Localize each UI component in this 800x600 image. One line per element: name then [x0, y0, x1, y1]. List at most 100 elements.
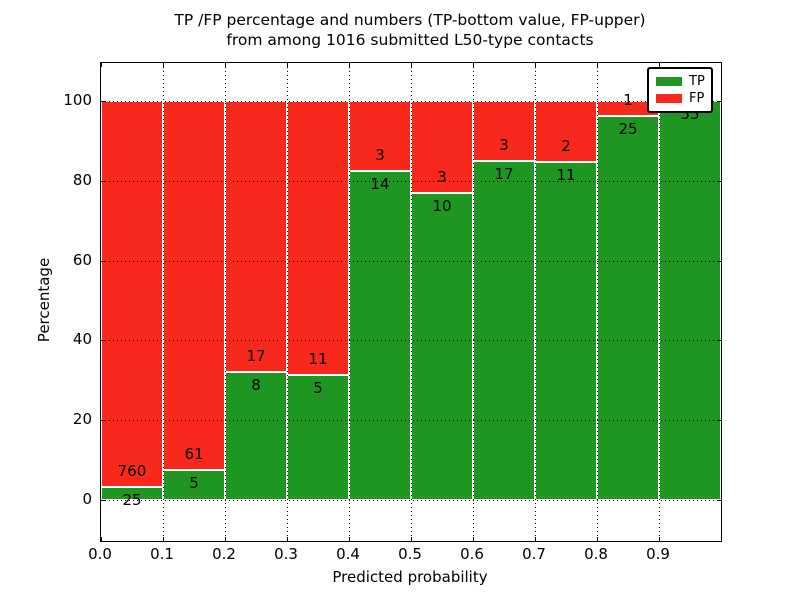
bar-tp-segment [349, 171, 411, 500]
y-tick-mark [717, 260, 721, 262]
x-tick-label: 0.9 [646, 545, 670, 563]
vertical-gridline [410, 63, 412, 541]
x-tick-label: 0.5 [398, 545, 422, 563]
y-tick-mark [101, 340, 105, 342]
legend-swatch-fp [656, 94, 682, 103]
x-tick-mark [410, 537, 412, 541]
legend-item: TP [649, 75, 711, 88]
x-tick-mark [162, 63, 164, 67]
plot-area: 760 25 61 5 17 8 11 5 3 14 3 10 3 17 2 11 1 25 55 TP FP [100, 62, 722, 542]
fp-count-label: 3 [499, 135, 509, 154]
tp-count-label: 10 [432, 197, 452, 216]
y-axis-label: Percentage [35, 257, 53, 343]
tp-count-label: 17 [494, 164, 514, 183]
vertical-gridline [224, 63, 226, 541]
y-tick-label: 20 [72, 410, 92, 429]
tp-count-label: 8 [251, 376, 261, 395]
x-tick-mark [410, 63, 412, 67]
bar-tp-segment [473, 160, 535, 500]
tp-count-label: 5 [189, 473, 199, 492]
legend-label: FP [689, 91, 705, 106]
chart-title-line2: from among 1016 submitted L50-type conta… [226, 31, 594, 49]
fp-count-label: 760 [117, 462, 147, 481]
fp-count-label: 2 [561, 137, 571, 156]
y-tick-mark [717, 340, 721, 342]
bar-fp-segment [101, 101, 163, 488]
bar-tp-segment [163, 469, 225, 500]
bar-fp-segment [349, 101, 411, 172]
bar-tp-segment [597, 116, 659, 500]
bar-tp-segment [411, 193, 473, 500]
x-tick-mark [286, 63, 288, 67]
y-tick-mark [717, 420, 721, 422]
x-tick-label: 0.2 [212, 545, 236, 563]
bar-fp-segment [225, 101, 287, 373]
legend-label: TP [689, 74, 705, 89]
x-tick-mark [162, 537, 164, 541]
legend-swatch-tp [656, 77, 682, 86]
x-tick-mark [472, 537, 474, 541]
x-tick-mark [534, 63, 536, 67]
x-tick-mark [286, 537, 288, 541]
horizontal-gridline [101, 101, 721, 102]
bar-tp-segment [535, 162, 597, 500]
vertical-gridline [162, 63, 164, 541]
vertical-gridline [658, 63, 660, 541]
bar-fp-segment [163, 101, 225, 470]
x-tick-label: 0.3 [274, 545, 298, 563]
x-tick-label: 0.1 [150, 545, 174, 563]
bar-fp-segment [287, 101, 349, 376]
horizontal-gridline [101, 500, 721, 501]
tp-count-label: 5 [313, 379, 323, 398]
y-tick-mark [101, 420, 105, 422]
y-tick-label: 80 [72, 170, 92, 189]
vertical-gridline [286, 63, 288, 541]
x-tick-mark [224, 63, 226, 67]
horizontal-gridline [101, 420, 721, 422]
x-tick-label: 0.7 [522, 545, 546, 563]
y-tick-mark [101, 500, 105, 501]
tp-count-label: 25 [618, 120, 638, 139]
chart-title-line1: TP /FP percentage and numbers (TP-bottom… [174, 11, 646, 29]
chart-title: TP /FP percentage and numbers (TP-bottom… [100, 10, 720, 50]
tp-count-label: 11 [556, 166, 576, 185]
x-tick-mark [100, 537, 102, 541]
y-tick-mark [101, 180, 105, 182]
x-tick-label: 0.8 [584, 545, 608, 563]
x-tick-mark [534, 537, 536, 541]
bar-tp-segment [287, 375, 349, 500]
horizontal-gridline [101, 260, 721, 262]
y-tick-mark [101, 260, 105, 262]
x-tick-mark [348, 63, 350, 67]
tp-count-label: 14 [370, 175, 390, 194]
x-tick-mark [100, 63, 102, 67]
x-tick-label: 0.4 [336, 545, 360, 563]
fp-count-label: 17 [246, 347, 266, 366]
bar-tp-segment [659, 101, 721, 500]
x-tick-label: 0.6 [460, 545, 484, 563]
vertical-gridline [596, 63, 598, 541]
y-tick-label: 100 [63, 91, 92, 109]
vertical-gridline [348, 63, 350, 541]
fp-count-label: 3 [437, 168, 447, 187]
y-tick-label: 0 [82, 490, 92, 508]
x-tick-label: 0.0 [88, 545, 112, 563]
x-tick-mark [224, 537, 226, 541]
x-tick-mark [596, 63, 598, 67]
legend-item: FP [649, 92, 711, 105]
y-tick-label: 60 [72, 250, 92, 269]
bar-fp-segment [411, 101, 473, 194]
bar-fp-segment [473, 101, 535, 161]
vertical-gridline [534, 63, 536, 541]
x-tick-mark [596, 537, 598, 541]
bar-tp-segment [225, 372, 287, 500]
x-axis-label: Predicted probability [332, 568, 488, 586]
horizontal-gridline [101, 340, 721, 342]
fp-count-label: 3 [375, 146, 385, 165]
y-tick-mark [717, 180, 721, 182]
fp-count-label: 61 [184, 444, 204, 463]
y-tick-mark [717, 101, 721, 102]
fp-count-label: 1 [623, 91, 633, 110]
vertical-gridline [472, 63, 474, 541]
x-tick-mark [472, 63, 474, 67]
